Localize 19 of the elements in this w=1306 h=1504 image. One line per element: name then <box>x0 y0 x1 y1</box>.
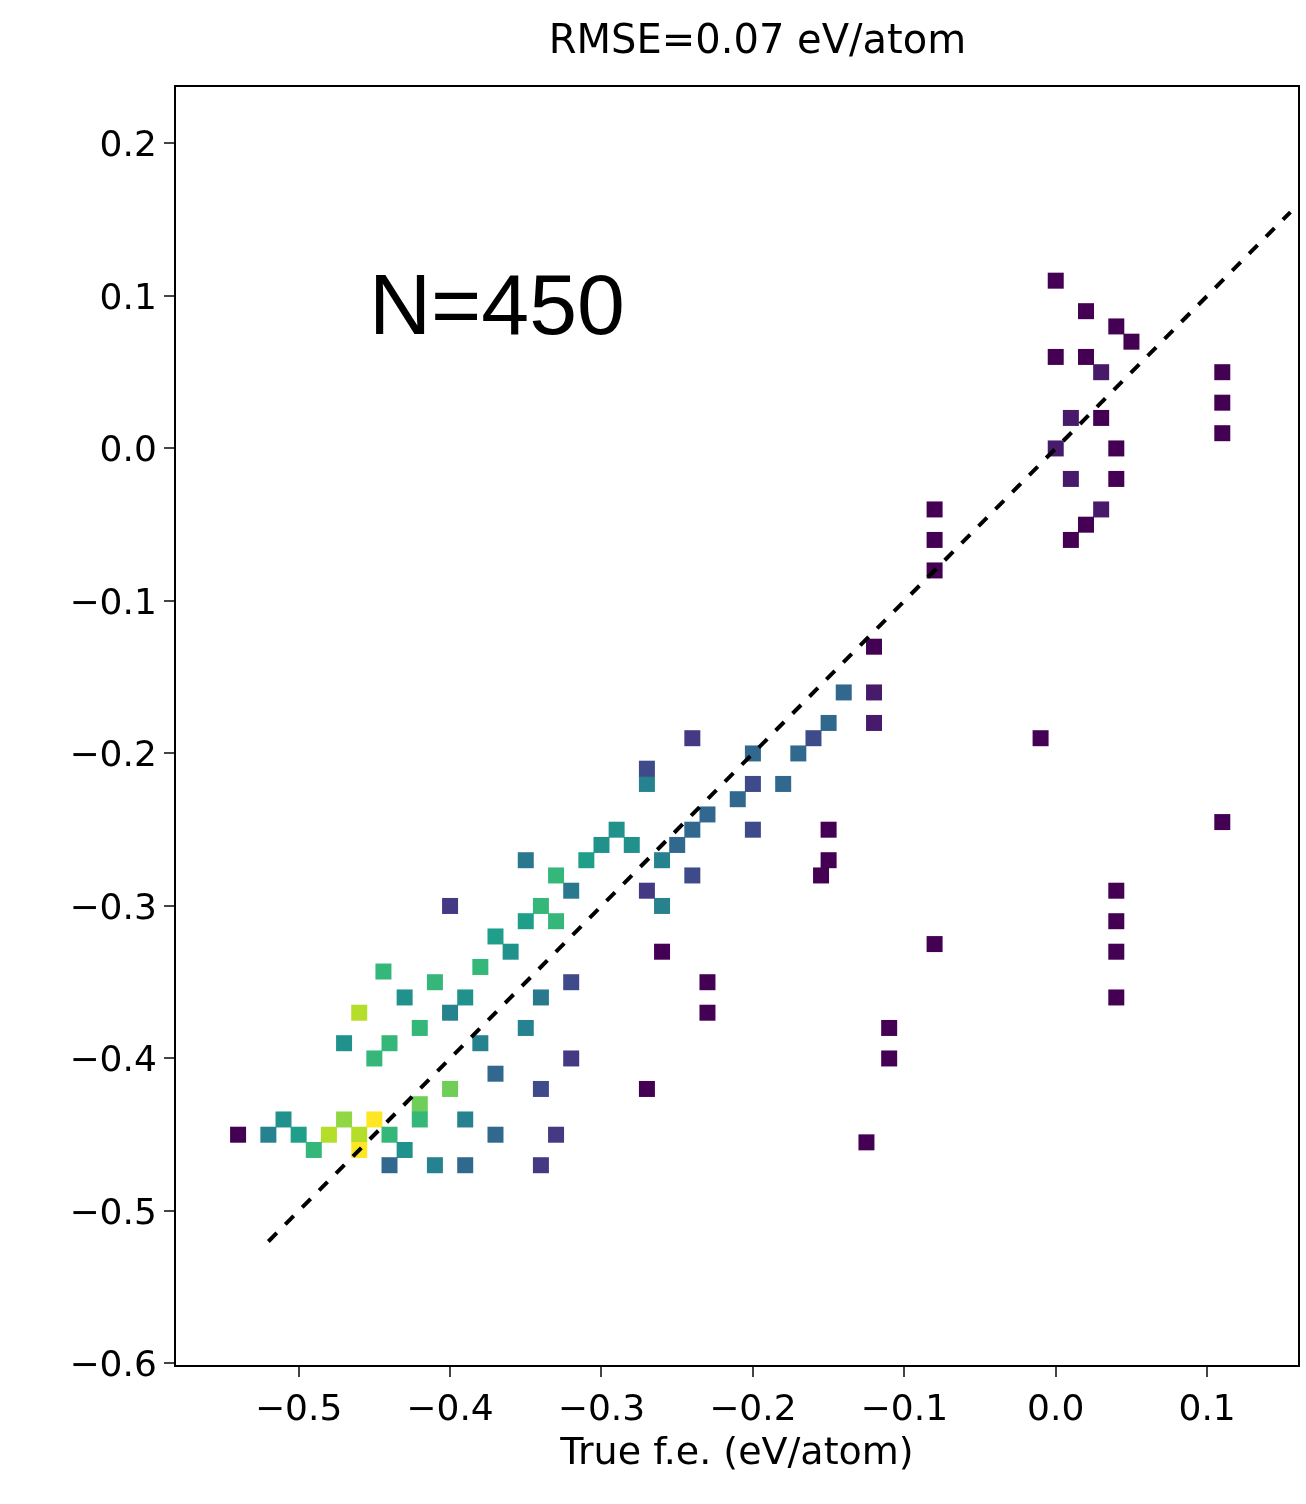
y-tick-label: −0.2 <box>69 733 157 775</box>
x-tick-label: 0.1 <box>1178 1387 1236 1429</box>
y-tick-label: −0.6 <box>69 1343 157 1385</box>
y-tick-label: 0.1 <box>99 275 157 317</box>
y-tick-label: −0.3 <box>69 885 157 927</box>
x-tick-label: −0.2 <box>709 1387 797 1429</box>
y-tick-label: 0.0 <box>99 428 157 470</box>
y-tick-label: 0.2 <box>99 123 157 165</box>
x-tick-label: −0.4 <box>406 1387 494 1429</box>
x-tick-label: −0.3 <box>557 1387 646 1429</box>
chart-title: RMSE=0.07 eV/atom <box>548 16 967 63</box>
x-axis-title: True f.e. (eV/atom) <box>559 1428 914 1473</box>
x-tick-label: 0.0 <box>1027 1387 1085 1429</box>
y-tick-label: −0.1 <box>69 580 157 622</box>
x-tick-label: −0.1 <box>860 1387 949 1429</box>
y-tick-label: −0.5 <box>69 1190 157 1232</box>
y-tick-label: −0.4 <box>69 1038 157 1080</box>
x-tick-label: −0.5 <box>254 1387 343 1429</box>
annotation: N=450 <box>369 256 625 352</box>
